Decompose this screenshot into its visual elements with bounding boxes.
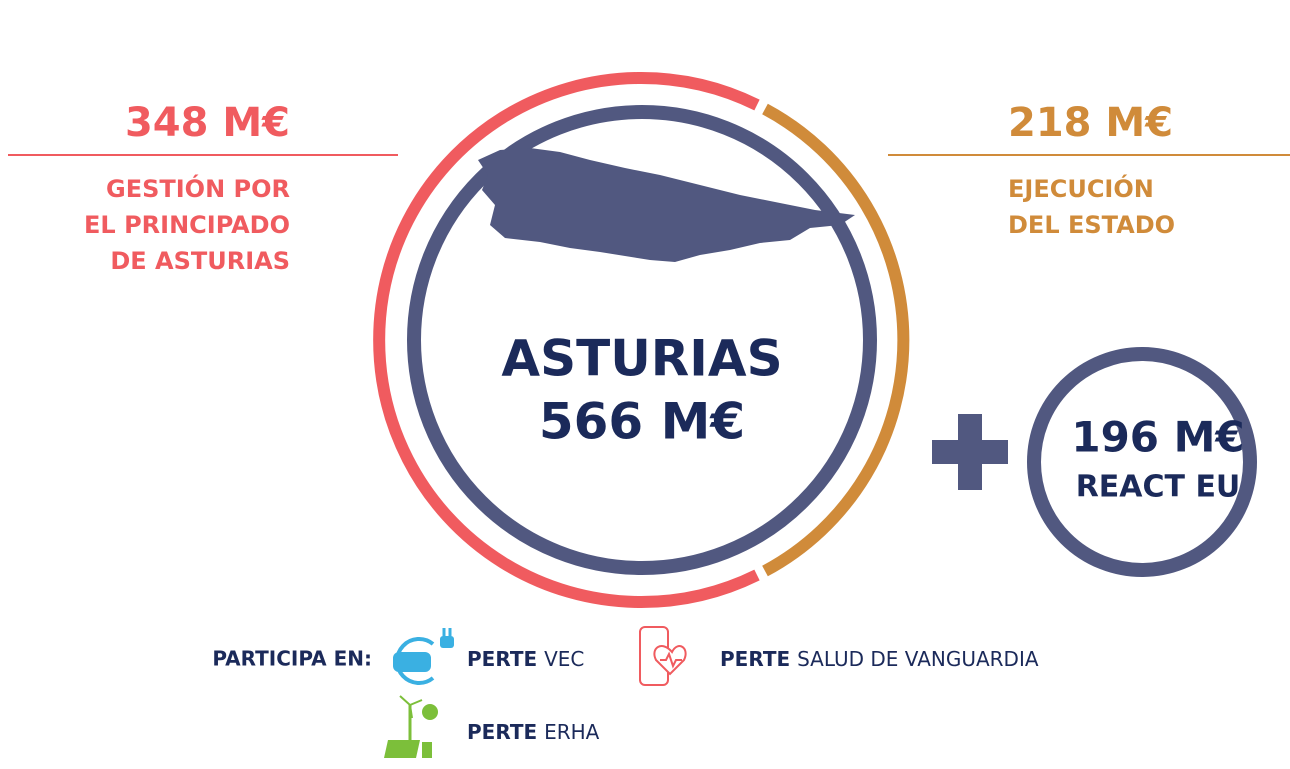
ring-segment-principado [373,72,760,608]
plus-sign [958,414,982,490]
inner-circle [407,105,877,575]
perte-item: PERTE SALUD DE VANGUARDIA [720,647,1039,671]
perte-text: SALUD DE VANGUARDIA [797,647,1039,671]
right-amount: 218 M€ [1008,100,1173,146]
react-circle [1027,347,1257,577]
perte-item: PERTE VEC [467,647,584,671]
left-line: EL PRINCIPADO [84,211,290,239]
perte-item: PERTE ERHA [467,720,600,744]
right-line: EJECUCIÓN [1008,173,1154,203]
left-amount: 348 M€ [125,100,290,146]
ring-segment-estado [762,103,910,577]
icon-erha [384,695,438,758]
perte-text: VEC [544,647,584,671]
perte-bold: PERTE [720,647,790,671]
react-label: REACT EU [1076,470,1241,505]
asturias-map [478,148,855,262]
participa-label: PARTICIPA EN: [212,647,372,671]
right-line: DEL ESTADO [1008,211,1175,239]
left-line: GESTIÓN POR [106,173,290,203]
react-amount: 196 M€ [1071,413,1244,462]
perte-bold: PERTE [467,647,537,671]
perte-bold: PERTE [467,720,537,744]
left-line: DE ASTURIAS [110,247,290,275]
icon-vec [393,628,454,685]
center-name: ASTURIAS [501,330,782,388]
perte-text: ERHA [544,720,600,744]
center-amount: 566 M€ [539,393,745,451]
icon-salud [639,626,687,686]
